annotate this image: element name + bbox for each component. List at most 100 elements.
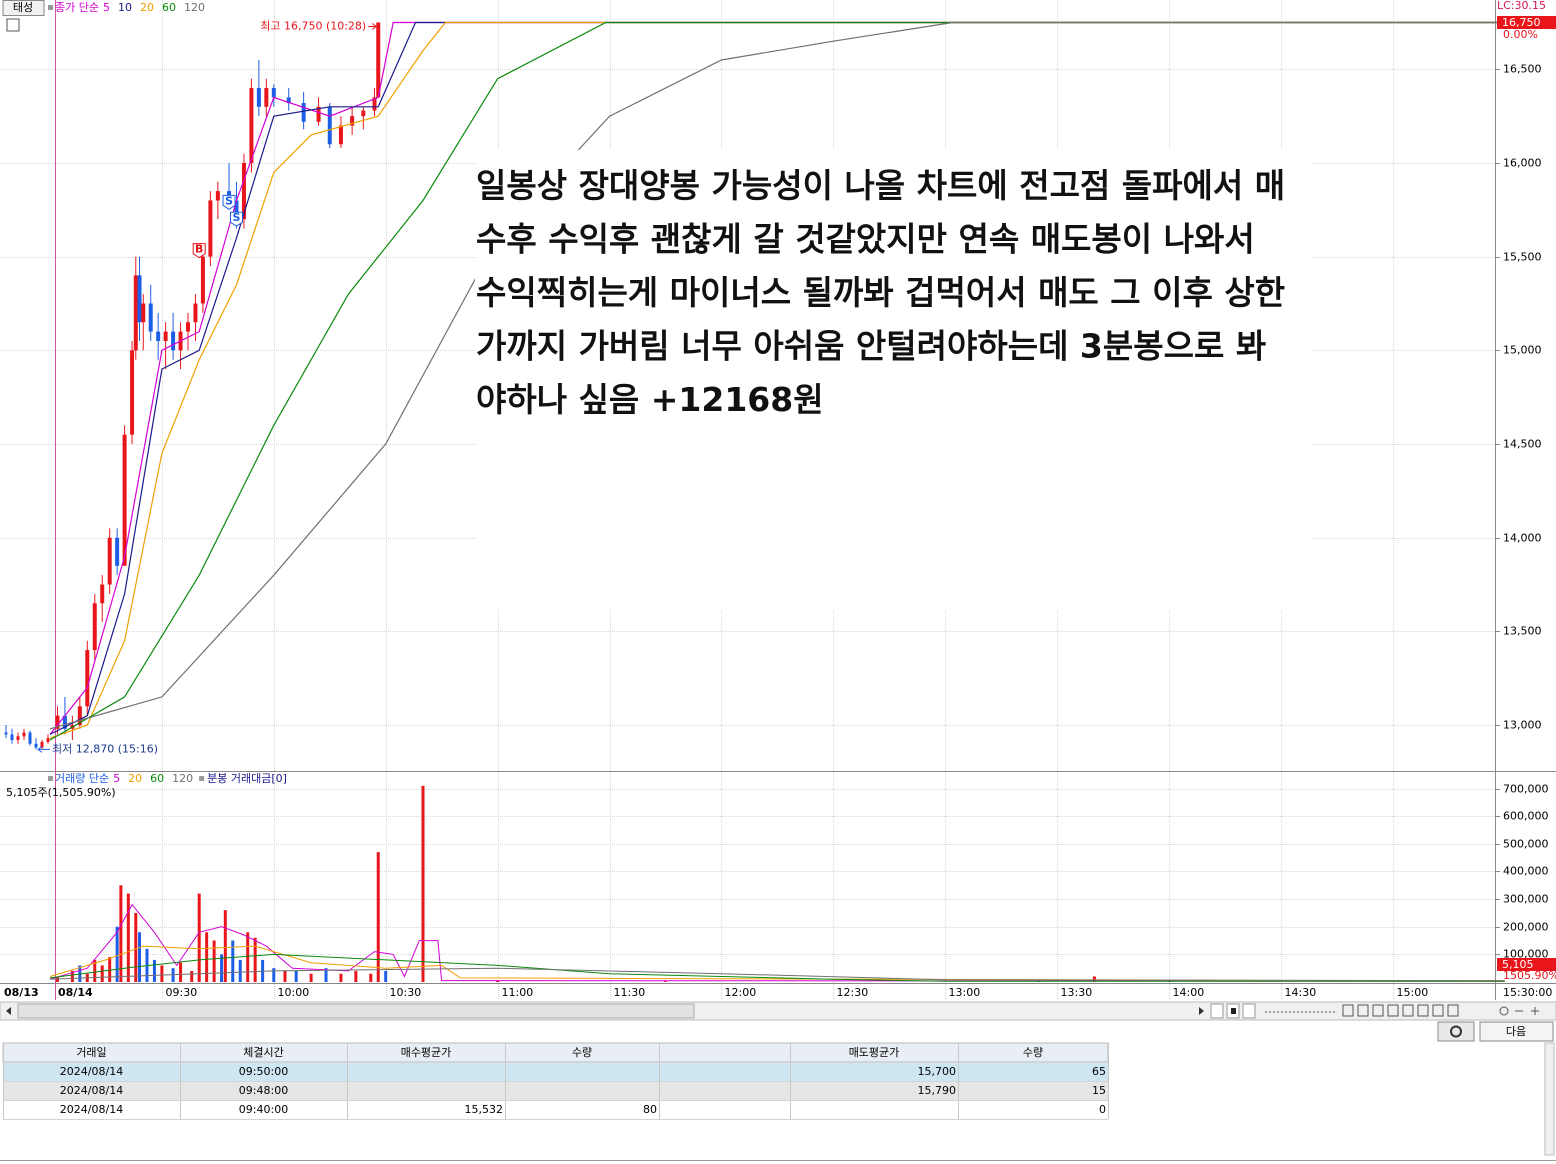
volume-bar [376, 852, 380, 982]
table-cell: 65 [1092, 1065, 1106, 1078]
x-tick-label: 10:30 [390, 986, 422, 999]
legend-entry: 60 [150, 772, 164, 785]
y-tick-label: 700,000 [1503, 783, 1549, 796]
trade-marker-label: S [225, 194, 233, 207]
candle-body [256, 88, 261, 107]
candle-body [193, 303, 198, 323]
ma-line [49, 21, 1505, 735]
x-tick-label: 12:00 [725, 986, 757, 999]
table-cell: 15,532 [465, 1103, 504, 1116]
table-header: 거래일 [76, 1045, 106, 1059]
candle-body [234, 200, 239, 220]
volume-bar [197, 893, 201, 982]
candle-body [122, 434, 127, 566]
volume-bar [283, 970, 287, 982]
x-tick-label: 14:30 [1285, 986, 1317, 999]
candle-body [130, 350, 135, 435]
table-cell: 09:48:00 [239, 1084, 288, 1097]
volume-bar [160, 965, 164, 982]
candle-body [40, 741, 44, 748]
candle-body [163, 331, 168, 341]
volume-bar [663, 981, 667, 982]
table-cell: 15,700 [918, 1065, 957, 1078]
scroll-left[interactable] [6, 1007, 11, 1015]
trade-marker [230, 211, 243, 227]
y-tick-label: 15,000 [1503, 344, 1542, 357]
y-tick-label: 600,000 [1503, 810, 1549, 823]
legend-swatch [199, 776, 205, 781]
change-label: 0.00% [1503, 28, 1538, 41]
volume-bar [93, 959, 97, 982]
volume-bar [119, 885, 123, 982]
high-arrow [368, 23, 378, 30]
scrollbar-thumb[interactable] [17, 1003, 695, 1019]
volume-bar [223, 910, 227, 982]
candle-body [200, 256, 205, 304]
candle-body [92, 603, 97, 651]
candle-body [338, 125, 343, 145]
candle-body [208, 200, 213, 257]
candle-body [186, 322, 191, 332]
volume-bar [354, 970, 358, 982]
y-tick-label: 15,500 [1503, 251, 1542, 264]
settings-button[interactable] [1437, 1021, 1475, 1042]
next-button[interactable] [1479, 1021, 1554, 1042]
candle-body [55, 715, 60, 729]
stock-button-label[interactable]: 태성 [13, 1, 33, 14]
row-bg [3, 1081, 1108, 1100]
note-line: 일봉상 장대양봉 가능성이 나올 차트에 전고점 돌파에서 매 [476, 166, 1285, 205]
y-tick-label: 200,000 [1503, 921, 1549, 934]
legend-entry: 20 [140, 1, 154, 14]
volume-bar [220, 954, 224, 982]
tool-button[interactable] [1210, 1003, 1224, 1019]
table-header: 체결시간 [243, 1046, 283, 1059]
legend-entry: 5 [113, 772, 120, 785]
table-header: 수량 [572, 1046, 592, 1059]
gear-icon [1450, 1025, 1462, 1038]
volume-bar [138, 932, 142, 982]
settings-icon[interactable] [6, 18, 20, 32]
volume-bar [421, 785, 425, 982]
volume-bar [246, 932, 250, 982]
x-tick-label: 09:30 [166, 986, 198, 999]
candle-body [100, 584, 105, 604]
toolbar-icons [1342, 1004, 1539, 1017]
y-tick-label: 500,000 [1503, 838, 1549, 851]
x-tick-label: 15:00 [1397, 986, 1429, 999]
legend-entry: 20 [128, 772, 142, 785]
next-button-label[interactable]: 다음 [1506, 1025, 1526, 1038]
ma-line [49, 967, 1505, 982]
candle-body [316, 106, 321, 122]
candle-body [28, 732, 32, 744]
table-header: 수량 [1023, 1046, 1043, 1059]
candle-body [46, 738, 50, 742]
volume-bar [134, 912, 138, 982]
last-price-label: 16,750 [1502, 16, 1541, 29]
table-cell: 80 [643, 1103, 657, 1116]
table-cell: 2024/08/14 [60, 1065, 123, 1078]
candle-body [361, 110, 366, 117]
table-header: 매수평균가 [401, 1046, 452, 1059]
volume-bar [309, 973, 313, 982]
table-cell: 09:50:00 [239, 1065, 288, 1078]
volume-bar [369, 973, 373, 982]
stock-button[interactable] [2, 0, 45, 16]
ma-line [49, 21, 1505, 741]
note-line: 수익찍히는게 마이너스 될까봐 겁먹어서 매도 그 이후 상한 [476, 273, 1285, 312]
candle-body [85, 650, 90, 707]
volume-bar [253, 937, 257, 982]
trade-marker [192, 243, 206, 259]
scroll-right[interactable] [1199, 1007, 1204, 1015]
table-cell: 15 [1092, 1084, 1106, 1097]
table-header-bg [2, 1042, 1109, 1063]
tool-button[interactable] [1242, 1003, 1256, 1019]
stop-icon [1231, 1008, 1236, 1014]
x-tick-label: 11:00 [502, 986, 534, 999]
legend-swatch [48, 5, 53, 10]
y-tick-label: 100,000 [1503, 948, 1549, 961]
table-scrollbar[interactable] [1544, 1042, 1555, 1156]
trade-marker [222, 194, 236, 210]
trade-marker-label: B [195, 243, 203, 256]
candle-body [141, 303, 146, 323]
